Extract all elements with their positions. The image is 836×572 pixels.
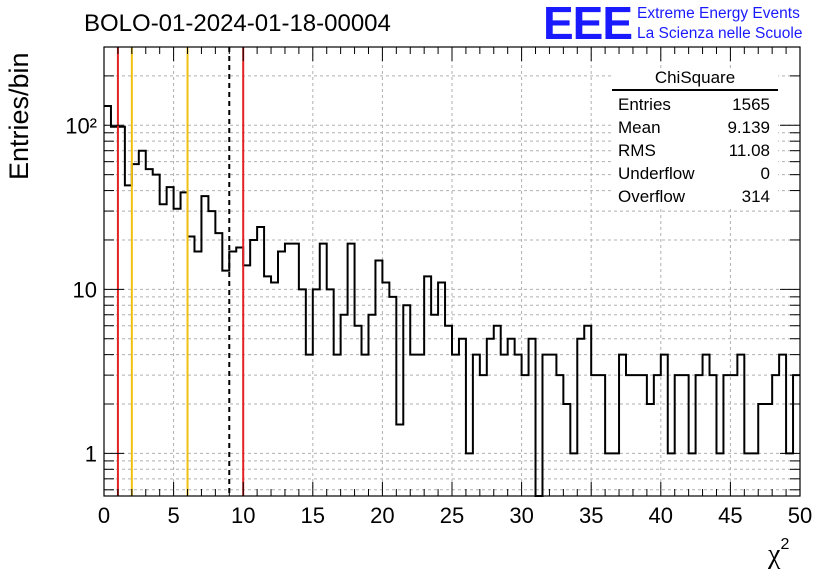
x-tick-label: 35 xyxy=(579,503,603,528)
stats-title: ChiSquare xyxy=(612,68,778,91)
eee-logo: EEE xyxy=(543,0,633,49)
logo-caption: Extreme Energy Events La Scienza nelle S… xyxy=(637,4,802,44)
logo-line-1: Extreme Energy Events xyxy=(637,5,800,22)
y-tick-label: 1 xyxy=(85,441,97,466)
chart-title: BOLO-01-2024-01-18-00004 xyxy=(84,10,391,37)
stats-value: 314 xyxy=(741,187,770,206)
x-tick-label: 15 xyxy=(301,503,325,528)
stats-row-entries: Entries 1565 xyxy=(612,93,778,116)
x-tick-label: 40 xyxy=(649,503,673,528)
x-tick-label: 50 xyxy=(788,503,812,528)
x-axis-label: χ2 xyxy=(768,536,789,571)
x-tick-label: 25 xyxy=(440,503,464,528)
histogram-series xyxy=(104,105,800,497)
logo-line-2: La Scienza nelle Scuole xyxy=(637,25,803,42)
x-tick-label: 45 xyxy=(718,503,742,528)
stats-value: 11.08 xyxy=(728,141,770,160)
stats-row-rms: RMS 11.08 xyxy=(612,139,778,162)
y-tick-label: 10 xyxy=(73,277,97,302)
stats-row-overflow: Overflow 314 xyxy=(612,185,778,208)
x-axis-label-base: χ xyxy=(768,539,781,570)
y-axis-label: Entries/bin xyxy=(4,52,34,180)
stats-label: Entries xyxy=(618,95,671,114)
stats-row-mean: Mean 9.139 xyxy=(612,116,778,139)
y-tick-label: 10² xyxy=(65,113,97,138)
stats-row-underflow: Underflow 0 xyxy=(612,162,778,185)
x-tick-label: 10 xyxy=(231,503,255,528)
stats-box: ChiSquare Entries 1565 Mean 9.139 RMS 11… xyxy=(612,68,778,208)
stats-label: Mean xyxy=(618,118,661,137)
stats-value: 1565 xyxy=(732,95,770,114)
x-axis-label-superscript: 2 xyxy=(780,536,790,553)
stats-label: Overflow xyxy=(618,187,686,206)
stats-value: 0 xyxy=(760,164,770,183)
stats-label: Underflow xyxy=(618,164,695,183)
stats-label: RMS xyxy=(618,141,656,160)
x-tick-label: 20 xyxy=(370,503,394,528)
stats-value: 9.139 xyxy=(727,118,770,137)
x-tick-label: 5 xyxy=(167,503,179,528)
x-tick-label: 30 xyxy=(509,503,533,528)
x-tick-label: 0 xyxy=(98,503,110,528)
